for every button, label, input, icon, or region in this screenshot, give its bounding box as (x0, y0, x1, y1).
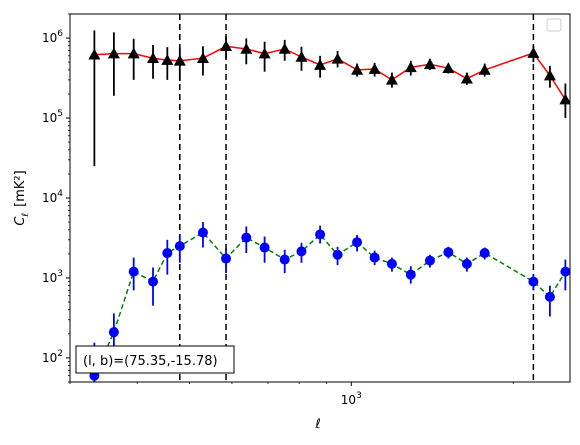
y-axis-label: Cℓ [mK²] (13, 170, 31, 225)
data-point-triangle (368, 63, 381, 74)
data-point-triangle (527, 47, 540, 58)
data-point-circle (461, 258, 472, 269)
data-point-circle (424, 255, 435, 266)
x-tick-label: 103 (341, 391, 362, 407)
svg-text:Cℓ[mK²]: Cℓ [mK²] (13, 170, 31, 225)
data-point-triangle (351, 63, 364, 75)
y-tick-label: 102 (42, 349, 63, 365)
data-point-triangle (127, 47, 140, 59)
y-tick-label: 103 (42, 269, 63, 285)
data-point-circle (544, 291, 555, 302)
data-point-circle (197, 227, 208, 238)
data-point-triangle (107, 47, 120, 59)
data-point-circle (174, 241, 185, 252)
annotation-text: (l, b)=(75.35,-15.78) (83, 354, 218, 369)
data-point-circle (148, 276, 159, 287)
data-point-circle (405, 269, 416, 280)
data-point-circle (162, 248, 173, 259)
data-point-circle (528, 276, 539, 287)
y-axis-label-unit: [mK²] (13, 170, 28, 207)
data-point-triangle (460, 72, 473, 84)
data-point-circle (352, 237, 363, 248)
data-point-circle (443, 247, 454, 258)
data-point-triangle (220, 40, 233, 52)
data-point-triangle (88, 48, 101, 60)
data-point-circle (108, 327, 119, 338)
data-point-triangle (314, 59, 327, 70)
data-point-circle (386, 258, 397, 269)
data-point-triangle (423, 58, 436, 70)
data-point-triangle (404, 61, 417, 73)
x-axis-label: ℓ (314, 417, 320, 432)
data-point-triangle (196, 52, 209, 64)
data-point-triangle (543, 69, 556, 81)
data-point-triangle (331, 52, 344, 64)
y-tick-label: 104 (42, 189, 63, 205)
data-point-triangle (385, 73, 398, 85)
y-axis-label-sub: ℓ (21, 213, 31, 218)
data-point-circle (296, 246, 307, 257)
data-point-triangle (161, 54, 174, 65)
data-point-triangle (240, 43, 253, 54)
data-point-triangle (258, 47, 271, 59)
legend-box[interactable] (546, 18, 562, 32)
y-axis-label-main: C (13, 216, 28, 226)
data-point-triangle (478, 63, 491, 75)
data-point-circle (369, 252, 380, 263)
data-point-circle (479, 248, 490, 259)
data-point-triangle (173, 54, 186, 66)
y-tick-label: 106 (42, 29, 63, 45)
data-point-triangle (147, 52, 160, 64)
data-point-triangle (295, 50, 308, 62)
data-point-triangle (442, 62, 455, 73)
data-point-circle (315, 229, 326, 240)
data-point-circle (241, 232, 252, 243)
data-point-circle (259, 242, 270, 253)
data-point-circle (221, 253, 232, 264)
data-point-circle (332, 249, 343, 260)
data-point-circle (560, 266, 570, 277)
data-point-circle (128, 266, 139, 277)
data-point-circle (279, 254, 290, 265)
annotation-box: (l, b)=(75.35,-15.78) (75, 345, 235, 374)
y-tick-label: 105 (42, 109, 63, 125)
data-point-triangle (278, 43, 291, 54)
data-point-triangle (559, 93, 570, 105)
